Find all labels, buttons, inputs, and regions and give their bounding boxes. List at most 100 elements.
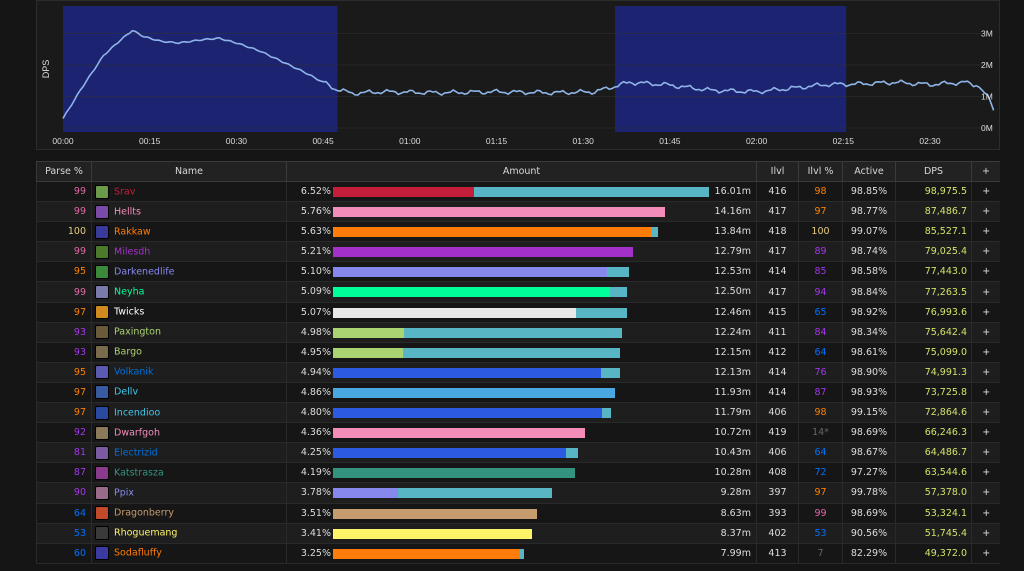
- table-row[interactable]: 64 Dragonberry 3.51% 8.63m 393 99 98.69% 53,324…: [36, 503, 1000, 524]
- dps-value: 64,486.7: [895, 442, 972, 464]
- player-name-cell[interactable]: Rakkaw: [91, 221, 287, 243]
- expand-row-button[interactable]: +: [971, 342, 1000, 363]
- expand-row-button[interactable]: +: [971, 523, 1000, 544]
- expand-row-button[interactable]: +: [971, 482, 1000, 504]
- expand-row-button[interactable]: +: [971, 241, 1000, 263]
- player-name-cell[interactable]: Incendioo: [91, 402, 287, 424]
- player-name-cell[interactable]: Darkenedlife: [91, 261, 287, 283]
- player-name-cell[interactable]: Volkanik: [91, 362, 287, 383]
- table-row[interactable]: 97 Dellv 4.86% 11.93m 414 87 98.93% 73,725.8 +: [36, 382, 1000, 404]
- table-row[interactable]: 100 Rakkaw 5.63% 13.84m 418 100 99.07% 85,527.1…: [36, 221, 1000, 243]
- damage-amount: 12.79m: [714, 246, 751, 258]
- table-row[interactable]: 81 Electrizid 4.25% 10.43m 406 64 98.67% 64,486…: [36, 442, 1000, 464]
- player-name[interactable]: Dwarfgoh: [114, 427, 161, 439]
- expand-row-button[interactable]: +: [971, 422, 1000, 444]
- player-name[interactable]: Rakkaw: [114, 226, 151, 238]
- table-row[interactable]: 92 Dwarfgoh 4.36% 10.72m 419 14* 98.69% 66,246.…: [36, 422, 1000, 444]
- player-name-cell[interactable]: Milesdh: [91, 241, 287, 263]
- player-name-cell[interactable]: Paxington: [91, 322, 287, 343]
- player-name[interactable]: Electrizid: [114, 447, 158, 459]
- player-name[interactable]: Bargo: [114, 346, 142, 358]
- header-expand-all[interactable]: +: [971, 161, 1000, 182]
- damage-amount: 11.79m: [714, 407, 751, 419]
- player-name[interactable]: Incendioo: [114, 407, 161, 419]
- damage-percent: 4.25%: [300, 447, 331, 459]
- damage-bar-primary: [333, 287, 610, 298]
- spec-icon: [95, 506, 109, 521]
- table-row[interactable]: 99 Neyha 5.09% 12.50m 417 94 98.84% 77,263.5 +: [36, 281, 1000, 303]
- table-row[interactable]: 99 Milesdh 5.21% 12.79m 417 89 98.74% 79,025.4 +: [36, 241, 1000, 263]
- expand-row-button[interactable]: +: [971, 261, 1000, 283]
- table-row[interactable]: 95 Darkenedlife 5.10% 12.53m 414 85 98.58% 77,4…: [36, 261, 1000, 283]
- expand-row-button[interactable]: +: [971, 302, 1000, 323]
- header-name[interactable]: Name: [91, 161, 287, 182]
- header-ilvl-pct[interactable]: Ilvl %: [798, 161, 843, 182]
- damage-bar-primary: [333, 307, 576, 318]
- player-name-cell[interactable]: Dragonberry: [91, 503, 287, 524]
- player-name[interactable]: Srav: [114, 186, 136, 198]
- player-name-cell[interactable]: Bargo: [91, 342, 287, 363]
- player-name[interactable]: Sodafluffy: [114, 547, 162, 559]
- player-name[interactable]: Milesdh: [114, 246, 151, 258]
- expand-row-button[interactable]: +: [971, 462, 1000, 484]
- player-name[interactable]: Hellts: [114, 206, 141, 218]
- player-name[interactable]: Ppix: [114, 487, 135, 499]
- player-name-cell[interactable]: Rhoguemang: [91, 523, 287, 544]
- player-name[interactable]: Dragonberry: [114, 507, 175, 519]
- table-row[interactable]: 53 Rhoguemang 3.41% 8.37m 402 53 90.56% 51,745.…: [36, 523, 1000, 544]
- header-amount[interactable]: Amount: [286, 161, 757, 182]
- expand-row-button[interactable]: +: [971, 382, 1000, 404]
- parse-percent: 60: [36, 543, 92, 564]
- table-row[interactable]: 90 Ppix 3.78% 9.28m 397 97 99.78% 57,378.0 +: [36, 482, 1000, 504]
- expand-row-button[interactable]: +: [971, 322, 1000, 343]
- player-name[interactable]: Paxington: [114, 326, 161, 338]
- header-ilvl[interactable]: Ilvl: [756, 161, 799, 182]
- item-level: 406: [756, 402, 799, 424]
- header-parse[interactable]: Parse %: [36, 161, 92, 182]
- expand-row-button[interactable]: +: [971, 201, 1000, 223]
- player-name[interactable]: Neyha: [114, 286, 145, 298]
- player-name-cell[interactable]: Dwarfgoh: [91, 422, 287, 444]
- player-name-cell[interactable]: Srav: [91, 181, 287, 203]
- amount-cell: 4.94% 12.13m: [286, 362, 757, 383]
- expand-row-button[interactable]: +: [971, 362, 1000, 383]
- expand-row-button[interactable]: +: [971, 402, 1000, 424]
- player-name-cell[interactable]: Twicks: [91, 302, 287, 323]
- player-name-cell[interactable]: Neyha: [91, 281, 287, 303]
- player-name-cell[interactable]: Electrizid: [91, 442, 287, 464]
- table-row[interactable]: 99 Hellts 5.76% 14.16m 417 97 98.77% 87,486.7 +: [36, 201, 1000, 223]
- player-name[interactable]: Dellv: [114, 386, 139, 398]
- header-active[interactable]: Active: [842, 161, 896, 182]
- expand-row-button[interactable]: +: [971, 281, 1000, 303]
- damage-amount: 12.50m: [714, 286, 751, 298]
- expand-row-button[interactable]: +: [971, 543, 1000, 564]
- player-name-cell[interactable]: Katstrasza: [91, 462, 287, 484]
- table-row[interactable]: 93 Paxington 4.98% 12.24m 411 84 98.34% 75,642.…: [36, 322, 1000, 343]
- table-row[interactable]: 95 Volkanik 4.94% 12.13m 414 76 98.90% 74,991.3…: [36, 362, 1000, 383]
- expand-row-button[interactable]: +: [971, 221, 1000, 243]
- item-level: 414: [756, 261, 799, 283]
- table-row[interactable]: 93 Bargo 4.95% 12.15m 412 64 98.61% 75,099.0 +: [36, 342, 1000, 363]
- player-name[interactable]: Darkenedlife: [114, 266, 175, 278]
- header-dps[interactable]: DPS: [895, 161, 972, 182]
- damage-percent: 4.98%: [300, 326, 331, 338]
- player-name-cell[interactable]: Sodafluffy: [91, 543, 287, 564]
- expand-row-button[interactable]: +: [971, 503, 1000, 524]
- table-row[interactable]: 60 Sodafluffy 3.25% 7.99m 413 7 82.29% 49,372.0…: [36, 543, 1000, 564]
- table-row[interactable]: 97 Incendioo 4.80% 11.79m 406 98 99.15% 72,864.…: [36, 402, 1000, 424]
- player-name[interactable]: Volkanik: [114, 366, 154, 378]
- player-name-cell[interactable]: Dellv: [91, 382, 287, 404]
- player-name[interactable]: Katstrasza: [114, 467, 164, 479]
- player-name[interactable]: Rhoguemang: [114, 527, 178, 539]
- expand-row-button[interactable]: +: [971, 442, 1000, 464]
- expand-row-button[interactable]: +: [971, 181, 1000, 203]
- table-row[interactable]: 87 Katstrasza 4.19% 10.28m 408 72 97.27% 63,544…: [36, 462, 1000, 484]
- player-name-cell[interactable]: Ppix: [91, 482, 287, 504]
- dps-value: 73,725.8: [895, 382, 972, 404]
- item-level: 402: [756, 523, 799, 544]
- table-row[interactable]: 99 Srav 6.52% 16.01m 416 98 98.85% 98,975.5 +: [36, 181, 1000, 203]
- player-name-cell[interactable]: Hellts: [91, 201, 287, 223]
- damage-percent: 4.94%: [300, 366, 331, 378]
- player-name[interactable]: Twicks: [114, 306, 145, 318]
- table-row[interactable]: 97 Twicks 5.07% 12.46m 415 65 98.92% 76,993.6 +: [36, 302, 1000, 323]
